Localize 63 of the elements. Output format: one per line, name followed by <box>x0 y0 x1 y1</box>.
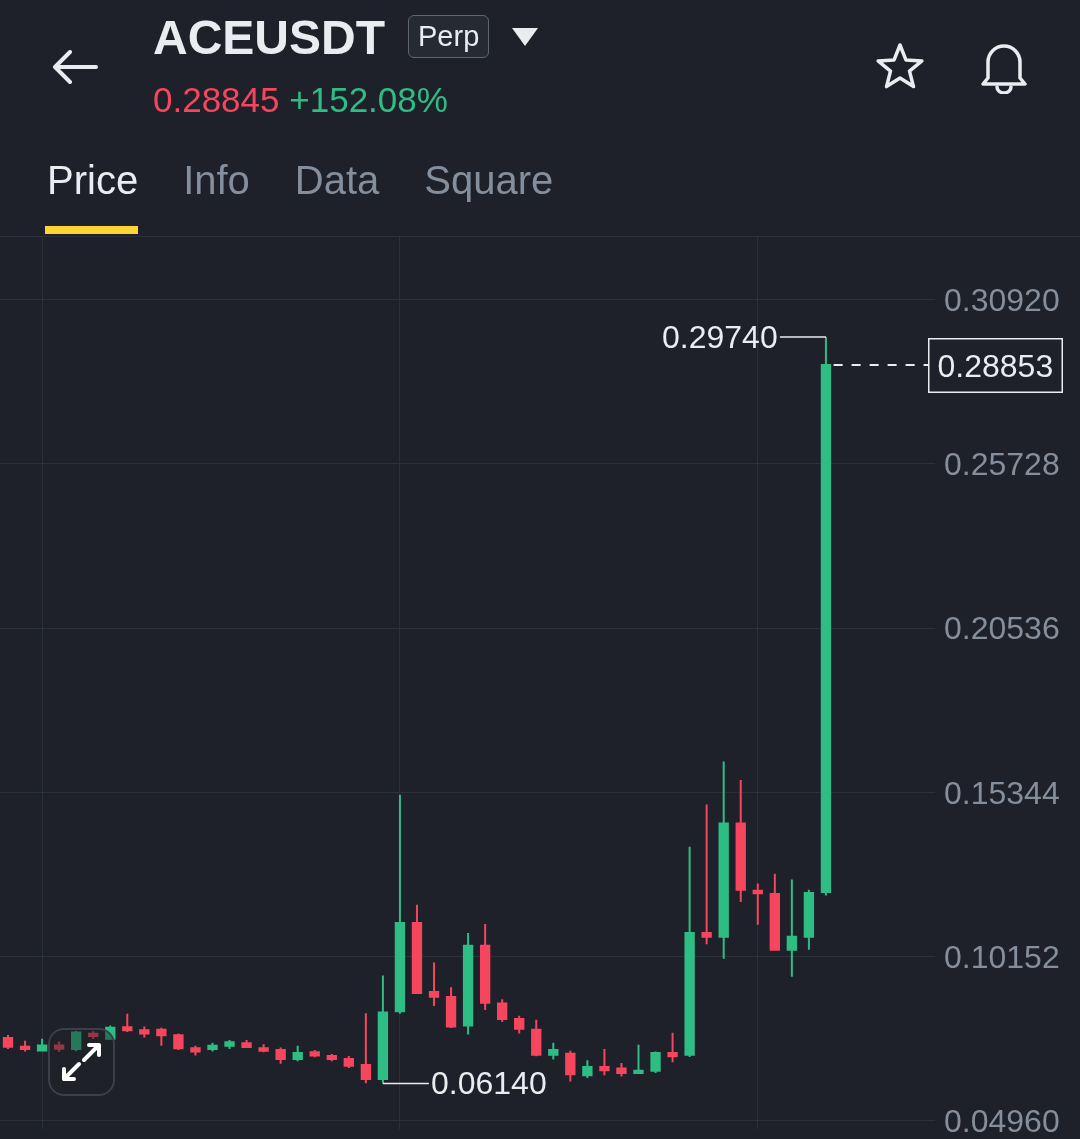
candlestick <box>701 803 712 946</box>
candlestick <box>309 1048 320 1059</box>
candlestick <box>786 878 798 978</box>
candlestick <box>360 1012 372 1085</box>
chart-subtitle: 0.28845 +152.08% <box>153 80 448 119</box>
candlestick <box>241 1039 252 1050</box>
candlestick <box>122 1012 133 1033</box>
y-tick-label: 0.20536 <box>944 610 1060 647</box>
candlestick <box>258 1043 269 1054</box>
y-tick-label: 0.30920 <box>944 281 1060 318</box>
candlestick <box>377 974 389 1085</box>
candlestick <box>633 1043 644 1075</box>
chart-title: ACEUSDT <box>153 10 386 66</box>
candlestick <box>582 1059 593 1080</box>
annotation: 0.29740 <box>662 319 778 355</box>
candlestick <box>207 1041 218 1053</box>
candlestick <box>156 1026 167 1047</box>
text: Info <box>183 157 250 203</box>
candlestick <box>497 998 508 1024</box>
candlestick <box>173 1032 184 1051</box>
candlestick <box>88 1030 99 1040</box>
y-tick-label: 0.15344 <box>944 774 1060 811</box>
candlestick <box>292 1044 303 1063</box>
candlestick <box>531 1018 542 1058</box>
y-tick-label: 0.04960 <box>944 1102 1060 1139</box>
candlestick <box>105 1024 116 1041</box>
candlestick <box>548 1041 559 1061</box>
candlestick <box>411 903 423 995</box>
text: Price <box>47 157 139 203</box>
candlestick <box>19 1039 31 1053</box>
candlestick <box>684 845 695 1058</box>
candlestick <box>752 882 763 926</box>
candlestick <box>479 923 491 1012</box>
candlestick <box>139 1025 150 1039</box>
y-tick-label: 0.25728 <box>944 446 1060 483</box>
candlestick <box>275 1046 286 1065</box>
candlestick <box>735 779 746 903</box>
candlestick <box>224 1039 235 1050</box>
candlestick <box>820 335 832 897</box>
text: Data <box>294 157 380 203</box>
candlestick <box>769 872 780 952</box>
candlestick <box>667 1031 678 1064</box>
candlestick <box>53 1040 65 1053</box>
candlestick <box>803 888 815 951</box>
candlestick <box>428 961 440 1007</box>
text: Perp <box>408 15 490 58</box>
candlestick <box>445 986 457 1030</box>
candlestick <box>2 1034 14 1050</box>
ref-line-label: 0.28853 <box>937 347 1054 384</box>
candlestick <box>514 1014 525 1035</box>
candlestick <box>599 1047 610 1077</box>
candlestick <box>616 1061 627 1078</box>
annotation: 0.06140 <box>431 1065 547 1101</box>
candlestick <box>565 1049 576 1083</box>
candlestick <box>36 1037 48 1053</box>
candlestick <box>343 1054 354 1069</box>
candlestick <box>650 1050 661 1075</box>
candlestick <box>718 760 729 960</box>
candlestick <box>462 931 474 1036</box>
candlestick <box>190 1044 201 1057</box>
candlestick <box>394 793 406 1015</box>
text: Square <box>424 157 554 203</box>
y-tick-label: 0.10152 <box>944 938 1060 975</box>
